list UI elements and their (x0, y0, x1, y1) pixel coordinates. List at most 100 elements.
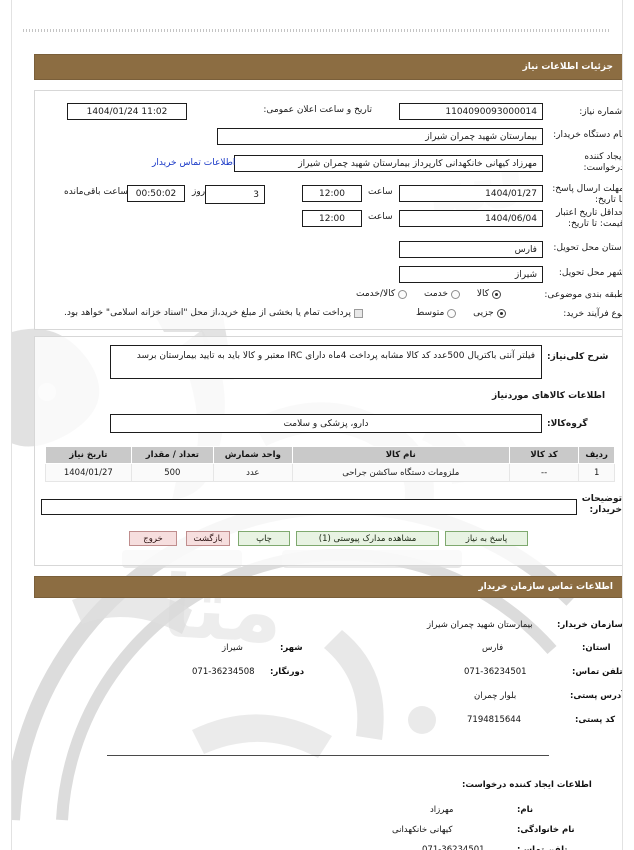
contact-fax-value: 071-36234508 (192, 667, 255, 677)
cell-quantity: 500 (130, 463, 215, 482)
deadline-hour-value: 12:00 (302, 185, 362, 202)
cell-need-date: 1404/01/27 (45, 463, 132, 482)
summary-label-wrap: شرح کلی‌نیاز: (547, 352, 608, 362)
process-options-group: جزیی متوسط (402, 308, 506, 321)
contact-postal-label: کد پستی: (575, 715, 616, 725)
radio-icon[interactable] (492, 289, 502, 299)
requester-title: اطلاعات ایجاد کننده درخواست: (462, 780, 592, 790)
buyer-note-label: توضیحات خریدار: (581, 494, 622, 516)
table-row: 1 -- ملزومات دستگاه ساکشن جراحی عدد 500 … (45, 463, 615, 482)
deadline-date-value: 1404/01/27 (399, 185, 543, 202)
process-label: توع فرآیند خرید: (563, 309, 623, 319)
process-option-1-label: متوسط (416, 308, 445, 318)
requester-family-label: نام خانوادگی: (517, 825, 575, 835)
requester-family-value: کیهانی خانکهدانی (392, 825, 453, 835)
col-need-date: تاریخ نیاز (45, 446, 132, 464)
back-button[interactable]: بازگشت (186, 531, 230, 546)
contact-org-value: بیمارستان شهید چمران شیراز (427, 620, 533, 630)
remaining-time-value: 00:50:02 (127, 185, 185, 202)
goods-table: ردیف کد کالا نام کالا واحد شمارش تعداد /… (45, 446, 615, 482)
category-label: طبقه بندی موضوعی: (544, 290, 623, 300)
goods-section-title: اطلاعات کالاهای موردنیاز (492, 391, 606, 401)
category-option-2[interactable]: کالا/خدمت (356, 289, 408, 299)
cell-row-no: 1 (578, 463, 615, 482)
validity-date-value: 1404/06/04 (399, 210, 543, 227)
contact-city-value: شیراز (222, 643, 243, 653)
requester-phone-value: 071-36234501 (422, 845, 485, 850)
view-attachments-button[interactable]: مشاهده مدارک پیوستی (1) (296, 531, 439, 546)
top-divider (23, 29, 611, 32)
requester-name-value: مهرزاد (430, 805, 454, 815)
cell-item-name: ملزومات دستگاه ساکشن جراحی (291, 463, 510, 482)
section-title-need-details: جزئیات اطلاعات نیاز (522, 61, 613, 72)
section-header-need-details: جزئیات اطلاعات نیاز (34, 54, 622, 80)
announce-datetime-value: 1404/01/24 11:02 (67, 103, 187, 120)
contact-province-label: استان: (582, 643, 611, 653)
col-unit: واحد شمارش (213, 446, 293, 464)
contact-postal-value: 7194815644 (467, 715, 522, 725)
city-value: شیراز (399, 266, 543, 283)
contact-fax-label: دورنگار: (270, 667, 305, 677)
checkbox-icon[interactable] (354, 308, 364, 318)
buyer-org-label: نام دستگاه خریدار: (553, 130, 623, 140)
goods-section-title-wrap: اطلاعات کالاهای موردنیاز (492, 391, 605, 401)
group-label: گروه‌کالا: (547, 419, 588, 429)
summary-value: فیلتر آنتی باکتریال 500عدد کد کالا مشابه… (110, 345, 542, 379)
group-value: دارو، پزشکی و سلامت (110, 414, 542, 433)
process-option-0-label: جزیی (473, 308, 494, 318)
goods-table-header-row: ردیف کد کالا نام کالا واحد شمارش تعداد /… (45, 446, 615, 464)
validity-hour-value: 12:00 (302, 210, 362, 227)
group-label-wrap: گروه‌کالا: (547, 419, 588, 429)
col-quantity: تعداد / مقدار (130, 446, 215, 464)
col-item-code: کد کالا (508, 446, 580, 464)
need-number-value: 1104090093000014 (399, 103, 543, 120)
buyer-contact-link[interactable]: اطلاعات تماس خریدار (152, 158, 236, 168)
print-button[interactable]: چاپ (238, 531, 290, 546)
creator-value: مهرزاد کیهانی خانکهدانی کارپرداز بیمارست… (234, 155, 543, 172)
deadline-label: مهلت ارسال پاسخ: تا تاریخ: (552, 184, 623, 205)
contact-address-label: آدرس پستی: (570, 691, 623, 701)
remaining-time-label: ساعت باقی‌مانده (64, 187, 128, 197)
buyer-note-value (41, 499, 577, 515)
contact-address-value: بلوار چمران (474, 691, 517, 701)
buyer-org-value: بیمارستان شهید چمران شیراز (217, 128, 543, 145)
contact-province-value: فارس (482, 643, 504, 653)
category-option-0[interactable]: کالا (477, 289, 502, 299)
category-option-1[interactable]: خدمت (424, 289, 460, 299)
buyer-note-label-wrap: توضیحات خریدار: (582, 494, 622, 517)
contact-city-label: شهر: (280, 643, 303, 653)
province-value: فارس (399, 241, 543, 258)
radio-icon[interactable] (496, 308, 506, 318)
respond-to-need-button[interactable]: پاسخ به نیاز (445, 531, 528, 546)
validity-label: حداقل تاریخ اعتبار قیمت: تا تاریخ: (556, 208, 623, 229)
category-options-group: کالا خدمت کالا/خدمت (342, 289, 502, 302)
radio-icon[interactable] (398, 289, 408, 299)
treasury-checkbox-label: پرداخت تمام یا بخشی از مبلغ خرید،از محل … (64, 308, 352, 318)
page-container: ﺳ ﻣﺘﺎ جزئیات اطلاعات نیاز شماره نیاز: 11… (11, 0, 623, 850)
summary-label: شرح کلی‌نیاز: (547, 352, 609, 362)
contact-phone-value: 071-36234501 (464, 667, 527, 677)
contact-phone-label: تلفن تماس: (572, 667, 623, 677)
category-option-2-label: کالا/خدمت (356, 289, 396, 299)
province-label: استان محل تحویل: (553, 243, 623, 253)
validity-hour-label: ساعت (368, 212, 393, 222)
section-header-buyer-contact: اطلاعات تماس سازمان خریدار (34, 576, 622, 598)
category-option-1-label: خدمت (424, 289, 448, 299)
remaining-days-unit: روز (192, 187, 206, 197)
exit-button[interactable]: خروج (129, 531, 177, 546)
deadline-hour-label: ساعت (368, 187, 393, 197)
contact-divider (107, 755, 549, 756)
requester-name-label: نام: (517, 805, 534, 815)
need-number-label: شماره نیاز: (579, 107, 622, 118)
radio-icon[interactable] (450, 289, 460, 299)
remaining-days-value: 3 (205, 185, 265, 204)
treasury-checkbox-row[interactable]: پرداخت تمام یا بخشی از مبلغ خرید،از محل … (64, 308, 364, 318)
process-option-0[interactable]: جزیی (473, 308, 506, 318)
cell-unit: عدد (213, 463, 293, 482)
section-title-buyer-contact: اطلاعات تماس سازمان خریدار (478, 581, 613, 592)
cell-item-code: -- (508, 463, 580, 482)
city-label: شهر محل تحویل: (558, 268, 623, 278)
process-option-1[interactable]: متوسط (416, 308, 457, 318)
radio-icon[interactable] (447, 308, 457, 318)
announce-datetime-label: تاریخ و ساعت اعلان عمومی: (263, 105, 372, 115)
